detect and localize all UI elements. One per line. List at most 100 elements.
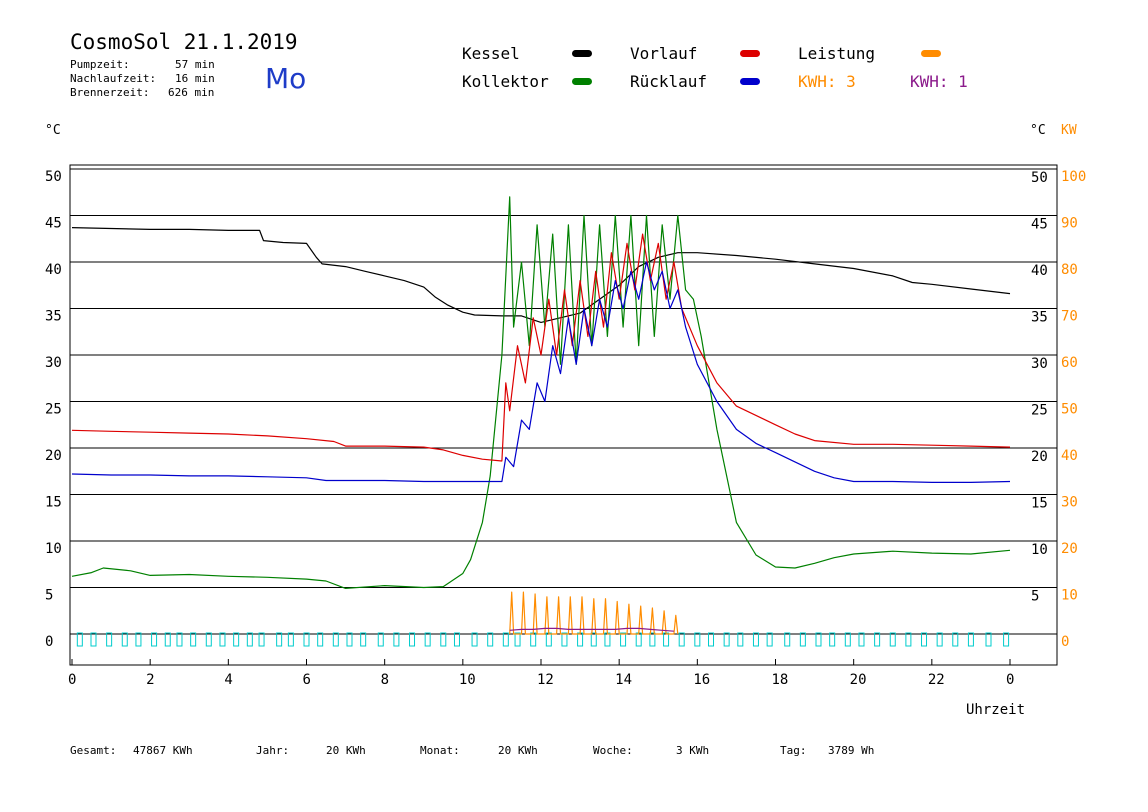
pump-mark xyxy=(106,632,113,647)
pump-mark xyxy=(752,632,759,647)
legend-kwh-2: KWH: 1 xyxy=(910,72,968,91)
series-line-leistung xyxy=(509,591,679,635)
pump-mark xyxy=(219,632,226,647)
pump-mark xyxy=(346,632,353,647)
pump-mark xyxy=(889,632,896,647)
pump-mark xyxy=(858,632,865,647)
pump-mark xyxy=(952,632,959,647)
right-tick-label-kw: 0 xyxy=(1061,634,1069,650)
right-tick-label-kw: 20 xyxy=(1061,541,1078,557)
pump-mark xyxy=(766,632,773,647)
pump-mark xyxy=(967,632,974,647)
right-tick-label-c: 20 xyxy=(1031,449,1048,465)
plot-frame xyxy=(69,164,1058,666)
series-line-vorlauf xyxy=(71,233,1011,462)
series-line-kwh2 xyxy=(509,627,674,632)
pump-mark xyxy=(471,632,478,647)
pump-mark xyxy=(424,632,431,647)
legend-ruecklauf: Rücklauf xyxy=(630,72,708,91)
footer-woche-value: 3 KWh xyxy=(676,744,710,757)
pump-mark xyxy=(205,632,212,647)
x-tick-label: 10 xyxy=(459,672,476,688)
left-tick-label: 5 xyxy=(45,588,53,604)
legend-kwh-1: KWH: 3 xyxy=(798,72,856,91)
pump-mark xyxy=(921,632,928,647)
x-tick-label: 14 xyxy=(615,672,632,688)
legend-vorlauf: Vorlauf xyxy=(630,44,698,63)
footer-gesamt-value: 47867 KWh xyxy=(133,744,193,757)
after-time-label: Nachlaufzeit: xyxy=(70,72,157,85)
pump-mark xyxy=(360,632,367,647)
footer-jahr-value: 20 KWh xyxy=(326,744,366,757)
x-tick-label: 0 xyxy=(68,672,76,688)
pump-mark xyxy=(190,632,197,647)
footer-monat-label: Monat: xyxy=(420,744,460,757)
footer-jahr-label: Jahr: xyxy=(256,744,290,757)
x-tick-label: 0 xyxy=(1006,672,1014,688)
pump-time-label: Pumpzeit: xyxy=(70,58,130,71)
right-tick-label-c: 5 xyxy=(1031,589,1039,605)
x-tick-label: 8 xyxy=(381,672,389,688)
right-tick-label-c: 40 xyxy=(1031,263,1048,279)
pump-mark xyxy=(332,632,339,647)
pump-mark xyxy=(829,632,836,647)
right-tick-label-kw: 50 xyxy=(1061,402,1078,418)
pump-mark xyxy=(561,632,568,647)
pump-mark xyxy=(1003,632,1010,647)
footer-gesamt-label: Gesamt: xyxy=(70,744,117,757)
pump-mark xyxy=(393,632,400,647)
pump-mark xyxy=(985,632,992,647)
pump-mark xyxy=(317,632,324,647)
pump-mark xyxy=(176,632,183,647)
legend-ruecklauf-swatch xyxy=(740,78,760,85)
pump-mark xyxy=(258,632,265,647)
x-tick-label: 12 xyxy=(537,672,554,688)
pump-mark xyxy=(440,632,447,647)
burner-time-value: 626 min xyxy=(168,86,215,99)
pump-mark xyxy=(164,632,171,647)
left-tick-label: 0 xyxy=(45,634,53,650)
pump-mark xyxy=(90,632,97,647)
x-tick-label: 2 xyxy=(146,672,154,688)
pump-mark xyxy=(577,632,584,647)
pump-mark xyxy=(936,632,943,647)
footer-woche-label: Woche: xyxy=(593,744,633,757)
x-tick-label: 4 xyxy=(224,672,232,688)
pump-mark xyxy=(590,632,597,647)
pump-mark xyxy=(76,632,83,647)
pump-mark xyxy=(874,632,881,647)
pump-mark xyxy=(377,632,384,647)
pump-time-value: 57 min xyxy=(175,58,215,71)
pump-mark xyxy=(409,632,416,647)
legend-leistung: Leistung xyxy=(798,44,876,63)
pump-mark xyxy=(514,632,521,647)
x-tick-label: 6 xyxy=(303,672,311,688)
right-tick-label-kw: 60 xyxy=(1061,355,1078,371)
right-tick-label-c: 10 xyxy=(1031,542,1048,558)
pump-mark xyxy=(815,632,822,647)
after-time-value: 16 min xyxy=(175,72,215,85)
left-tick-label: 20 xyxy=(45,448,62,464)
pump-mark xyxy=(135,632,142,647)
pump-mark xyxy=(694,632,701,647)
footer-tag-label: Tag: xyxy=(780,744,807,757)
left-tick-label: 30 xyxy=(45,355,62,371)
left-tick-label: 10 xyxy=(45,541,62,557)
pump-mark xyxy=(663,632,670,647)
right-tick-label-kw: 80 xyxy=(1061,262,1078,278)
x-tick-label: 20 xyxy=(850,672,867,688)
pump-mark xyxy=(545,632,552,647)
pump-mark xyxy=(678,632,685,647)
pump-mark xyxy=(530,632,537,647)
footer-tag-value: 3789 Wh xyxy=(828,744,875,757)
right-tick-label-kw: 100 xyxy=(1061,169,1086,185)
left-tick-label: 50 xyxy=(45,169,62,185)
right-axis-unit-kw: KW xyxy=(1061,123,1077,138)
pump-mark xyxy=(708,632,715,647)
legend-kollektor: Kollektor xyxy=(462,72,549,91)
right-tick-label-kw: 30 xyxy=(1061,495,1078,511)
left-tick-label: 40 xyxy=(45,262,62,278)
pump-mark xyxy=(276,632,283,647)
pump-mark xyxy=(649,632,656,647)
